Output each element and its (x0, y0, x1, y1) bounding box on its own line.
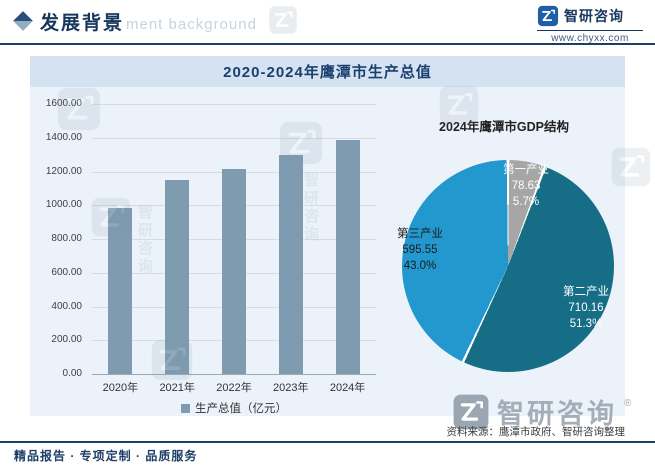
slice-value: 78.63 (511, 180, 541, 192)
y-tick-label: 800.00 (51, 233, 82, 244)
bar-legend: 生产总值（亿元） (92, 400, 376, 416)
slice-percent: 51.3% (569, 318, 603, 330)
x-tick-label: 2021年 (159, 382, 195, 394)
gridline (92, 104, 376, 105)
slice-value: 710.16 (568, 302, 604, 314)
y-tick-label: 1000.00 (45, 199, 82, 211)
bar-2022年 (221, 169, 246, 374)
chart-title-banner: 2020-2024年鹰潭市生产总值 (30, 56, 625, 87)
footer-services: 精品报告 · 专项定制 · 品质服务 (14, 449, 198, 463)
slice-label: 第二产业 (563, 286, 609, 298)
y-tick-label: 200.00 (51, 334, 82, 346)
registered-mark: ® (624, 398, 632, 409)
watermark-brand-text: 智研咨询 (497, 399, 617, 429)
x-tick-label: 2023年 (273, 382, 309, 394)
y-tick-label: 1600.00 (30, 98, 82, 109)
pie (402, 160, 614, 372)
y-tick-label: 1400.00 (45, 131, 82, 143)
slice-value: 595.55 (402, 244, 438, 256)
brand-row: 智研咨询 (537, 5, 643, 27)
bar-xaxis: 2020年 2021年 2022年 2023年 2024年 (92, 379, 376, 395)
watermark-logo-icon (150, 338, 194, 382)
brand-block: 智研咨询 www.chyxx.com (537, 5, 643, 44)
x-tick-label: 2024年 (329, 382, 366, 394)
header-background-watermark: ment background (126, 16, 257, 33)
bar-2024年 (335, 140, 360, 374)
brand-divider (537, 30, 643, 31)
slice-label: 第三产业 (397, 228, 443, 240)
watermark-logo-icon (268, 5, 298, 35)
zhiyan-logo-icon (537, 5, 559, 27)
legend-marker (181, 403, 190, 413)
watermark-logo-icon (56, 86, 102, 132)
brand-url: www.chyxx.com (551, 33, 629, 44)
y-tick-label: 400.00 (51, 300, 82, 312)
watermark-logo-icon (610, 146, 652, 188)
slice-label: 第一产业 (503, 164, 549, 176)
footer-divider (0, 441, 655, 443)
pie-label-secondary-industry: 第二产业 710.16 51.3% (544, 284, 628, 332)
slice-percent: 5.7% (512, 196, 540, 208)
legend-label: 生产总值（亿元） (195, 403, 287, 415)
bar-plot (92, 104, 376, 375)
pie-label-tertiary-industry: 第三产业 595.55 43.0% (380, 226, 460, 274)
brand-name: 智研咨询 (564, 8, 624, 24)
slice-percent: 43.0% (403, 260, 437, 272)
pie-label-primary-industry: 第一产业 78.63 5.7% (486, 162, 566, 210)
x-tick-label: 2020年 (102, 382, 139, 394)
bar-2021年 (165, 179, 190, 374)
pie-title: 2024年鹰潭市GDP结构 (439, 120, 569, 134)
bar-2020年 (108, 207, 133, 374)
gridline (92, 137, 376, 139)
header: ment background 发展背景 智研咨询 www.chyxx.com (0, 0, 655, 45)
bar-2023年 (278, 154, 303, 374)
watermark-logo-icon (438, 84, 480, 126)
watermark-logo-icon (90, 196, 132, 238)
watermark-text-vertical: 智研咨询 (302, 172, 319, 244)
watermark-text-vertical: 智研咨询 (136, 204, 153, 276)
y-tick-label: 600.00 (51, 266, 82, 278)
x-tick-label: 2022年 (216, 382, 252, 394)
watermark-logo-icon (278, 120, 324, 166)
zhiyan-watermark-logo-icon (452, 393, 490, 431)
diamond-bullet-icon (13, 11, 33, 31)
y-tick-label: 1200.00 (45, 165, 82, 177)
y-tick-label: 0.00 (62, 368, 82, 379)
page-title: 发展背景 (40, 13, 125, 34)
source-note: 资料来源：鹰潭市政府、智研咨询整理 (446, 426, 626, 438)
bar-yaxis: 0.00 200.00 400.00 600.00 800.00 1000.00 1200.… (30, 98, 86, 379)
chart-panel: 2020-2024年鹰潭市生产总值 0.00 200.00 400.00 600.00… (30, 56, 625, 416)
bars (92, 104, 376, 374)
bottom-watermark: 智研咨询 ® (452, 392, 631, 431)
x-axis-line (92, 374, 376, 375)
